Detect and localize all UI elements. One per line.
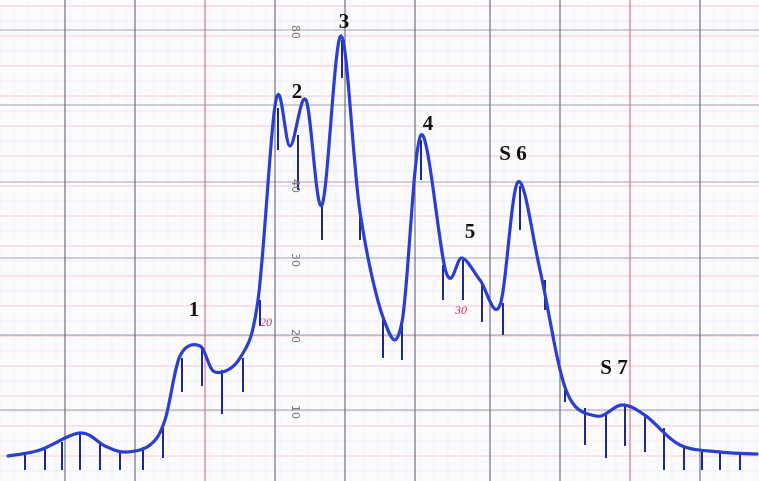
- chromatogram-scan: 1 2 3 4 5 S 6 S 7 80 40 30 20 10 20 30: [0, 0, 759, 481]
- peak-label: S 6: [499, 141, 526, 165]
- scale-mark: 10: [289, 405, 302, 419]
- peak-label: 5: [465, 219, 476, 243]
- recorder-chart: 1 2 3 4 5 S 6 S 7 80 40 30 20 10 20 30: [0, 0, 759, 481]
- peak-label: 4: [423, 111, 434, 135]
- handwritten-mark: 30: [454, 303, 467, 317]
- handwritten-mark: 20: [260, 315, 272, 329]
- peak-label: S 7: [600, 355, 627, 379]
- graph-paper: [0, 0, 759, 481]
- scale-mark: 80: [289, 25, 302, 39]
- scale-mark: 30: [289, 253, 302, 267]
- peak-label: 3: [339, 9, 350, 33]
- scale-mark: 40: [289, 179, 302, 193]
- peak-label: 2: [292, 79, 303, 103]
- peak-label: 1: [189, 297, 200, 321]
- scale-mark: 20: [289, 329, 302, 343]
